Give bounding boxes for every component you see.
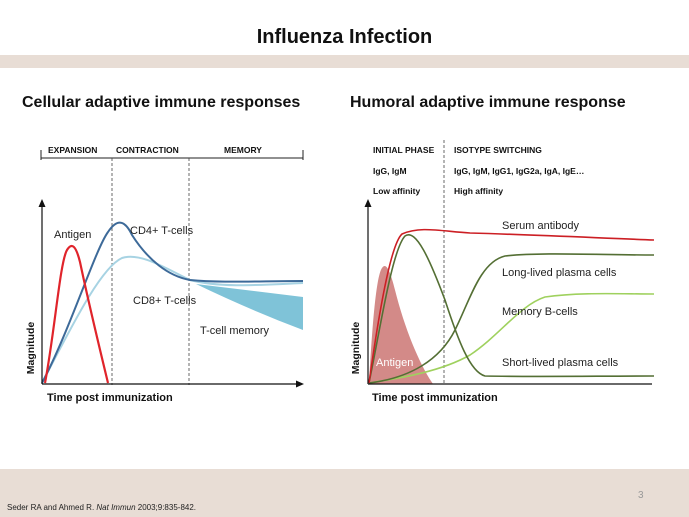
citation-journal: Nat Immun xyxy=(96,503,136,512)
serum-antibody-label: Serum antibody xyxy=(502,220,580,232)
right-y-axis-label: Magnitude xyxy=(350,322,362,375)
memory-b-label: Memory B-cells xyxy=(502,306,578,318)
phase-contraction: CONTRACTION xyxy=(116,145,179,155)
top-band xyxy=(0,55,689,68)
memory-b-curve xyxy=(368,292,655,384)
left-diagram: EXPANSION CONTRACTION MEMORY Antigen CD4… xyxy=(25,145,304,404)
citation-details: 2003;9:835-842. xyxy=(135,503,197,512)
citation: Seder RA and Ahmed R. Nat Immun 2003;9:8… xyxy=(7,503,196,512)
phase-initial: INITIAL PHASE xyxy=(373,145,435,155)
cd4-label: CD4+ T-cells xyxy=(130,225,194,237)
long-lived-curve xyxy=(368,253,655,384)
left-x-axis-label: Time post immunization xyxy=(47,392,173,404)
right-x-axis-label: Time post immunization xyxy=(372,392,498,404)
antigen-area-label: Antigen xyxy=(376,357,413,369)
phase-switching-isotypes: IgG, IgM, IgG1, IgG2a, IgA, IgE… xyxy=(454,166,584,176)
antigen-area xyxy=(369,266,433,384)
phase-initial-isotypes: IgG, IgM xyxy=(373,166,407,176)
phase-memory: MEMORY xyxy=(224,145,262,155)
phase-initial-affinity: Low affinity xyxy=(373,186,420,196)
phase-expansion: EXPANSION xyxy=(48,145,97,155)
slide-number: 3 xyxy=(638,490,644,501)
t-cell-memory-fill xyxy=(196,284,303,330)
left-x-axis-arrow xyxy=(296,380,304,388)
cd8-label: CD8+ T-cells xyxy=(133,295,197,307)
right-diagram: INITIAL PHASE IgG, IgM Low affinity ISOT… xyxy=(350,140,655,404)
right-y-axis-arrow xyxy=(364,199,372,207)
antigen-curve xyxy=(43,244,110,384)
t-cell-memory-label: T-cell memory xyxy=(200,325,270,337)
antigen-label: Antigen xyxy=(54,229,91,241)
right-panel-title: Humoral adaptive immune response xyxy=(350,94,626,111)
cd8-curve xyxy=(41,255,304,384)
short-lived-curve xyxy=(368,233,655,384)
phase-switching-affinity: High affinity xyxy=(454,186,503,196)
left-y-axis-label: Magnitude xyxy=(25,322,37,375)
bottom-band xyxy=(0,469,689,517)
phase-switching: ISOTYPE SWITCHING xyxy=(454,145,542,155)
citation-authors: Seder RA and Ahmed R. xyxy=(7,503,97,512)
slide-title: Influenza Infection xyxy=(256,26,433,48)
short-lived-label: Short-lived plasma cells xyxy=(502,357,619,369)
left-panel-title: Cellular adaptive immune responses xyxy=(22,94,301,111)
serum-antibody-curve xyxy=(368,228,655,384)
long-lived-label: Long-lived plasma cells xyxy=(502,267,617,279)
left-y-axis-arrow xyxy=(38,199,46,207)
